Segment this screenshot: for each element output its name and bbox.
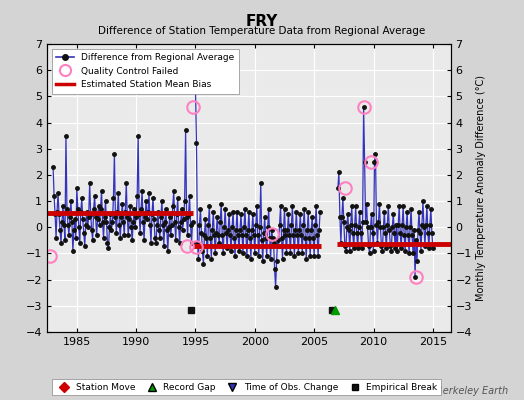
Text: Berkeley Earth: Berkeley Earth	[436, 386, 508, 396]
Y-axis label: Monthly Temperature Anomaly Difference (°C): Monthly Temperature Anomaly Difference (…	[476, 75, 486, 301]
Text: FRY: FRY	[246, 14, 278, 29]
Text: Difference of Station Temperature Data from Regional Average: Difference of Station Temperature Data f…	[99, 26, 425, 36]
Legend: Difference from Regional Average, Quality Control Failed, Estimated Station Mean: Difference from Regional Average, Qualit…	[52, 48, 239, 94]
Legend: Station Move, Record Gap, Time of Obs. Change, Empirical Break: Station Move, Record Gap, Time of Obs. C…	[51, 379, 441, 396]
